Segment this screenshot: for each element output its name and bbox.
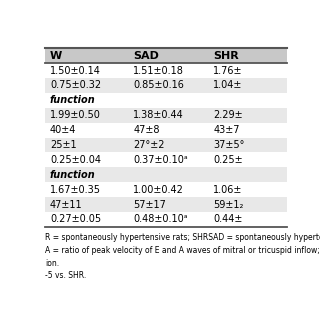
Text: 0.27±0.05: 0.27±0.05 [50, 214, 101, 224]
Bar [45, 197, 287, 212]
Text: 0.75±0.32: 0.75±0.32 [50, 80, 101, 91]
Bar [45, 63, 287, 78]
Text: 1.51±0.18: 1.51±0.18 [133, 66, 184, 76]
Text: SHR: SHR [213, 51, 239, 61]
Text: 0.25±0.04: 0.25±0.04 [50, 155, 101, 165]
Text: 0.48±0.10ᵃ: 0.48±0.10ᵃ [133, 214, 188, 224]
Text: 0.25±: 0.25± [213, 155, 243, 165]
Bar [45, 48, 287, 63]
Text: 59±1₂: 59±1₂ [213, 200, 244, 210]
Text: 1.06±: 1.06± [213, 185, 243, 195]
Text: W: W [50, 51, 62, 61]
Text: 0.85±0.16: 0.85±0.16 [133, 80, 184, 91]
Text: 1.00±0.42: 1.00±0.42 [133, 185, 184, 195]
Text: A = ratio of peak velocity of E and A waves of mitral or tricuspid inflow; DT = : A = ratio of peak velocity of E and A wa… [45, 246, 320, 255]
Bar [45, 108, 287, 123]
Text: function: function [50, 95, 96, 105]
Text: 1.99±0.50: 1.99±0.50 [50, 110, 101, 120]
Text: -5 vs. SHR.: -5 vs. SHR. [45, 271, 86, 281]
Text: 37±5°: 37±5° [213, 140, 244, 150]
Text: 2.29±: 2.29± [213, 110, 243, 120]
Bar [45, 152, 287, 167]
Text: 57±17: 57±17 [133, 200, 166, 210]
Text: R = spontaneously hypertensive rats; SHRSAD = spontaneously hypertensive: R = spontaneously hypertensive rats; SHR… [45, 233, 320, 242]
Bar [45, 138, 287, 152]
Text: 47±8: 47±8 [133, 125, 160, 135]
Text: 1.50±0.14: 1.50±0.14 [50, 66, 101, 76]
Text: 0.44±: 0.44± [213, 214, 243, 224]
Bar [45, 182, 287, 197]
Text: 27°±2: 27°±2 [133, 140, 165, 150]
Text: SAD: SAD [133, 51, 159, 61]
Bar [45, 93, 287, 108]
Bar [45, 167, 287, 182]
Bar [45, 123, 287, 138]
Text: 0.37±0.10ᵃ: 0.37±0.10ᵃ [133, 155, 188, 165]
Text: function: function [50, 170, 96, 180]
Bar [45, 212, 287, 227]
Text: 40±4: 40±4 [50, 125, 76, 135]
Text: 47±11: 47±11 [50, 200, 83, 210]
Text: 1.76±: 1.76± [213, 66, 243, 76]
Text: 25±1: 25±1 [50, 140, 76, 150]
Bar [45, 78, 287, 93]
Text: 43±7: 43±7 [213, 125, 240, 135]
Text: ion.: ion. [45, 259, 59, 268]
Text: 1.38±0.44: 1.38±0.44 [133, 110, 184, 120]
Text: 1.04±: 1.04± [213, 80, 243, 91]
Text: 1.67±0.35: 1.67±0.35 [50, 185, 101, 195]
